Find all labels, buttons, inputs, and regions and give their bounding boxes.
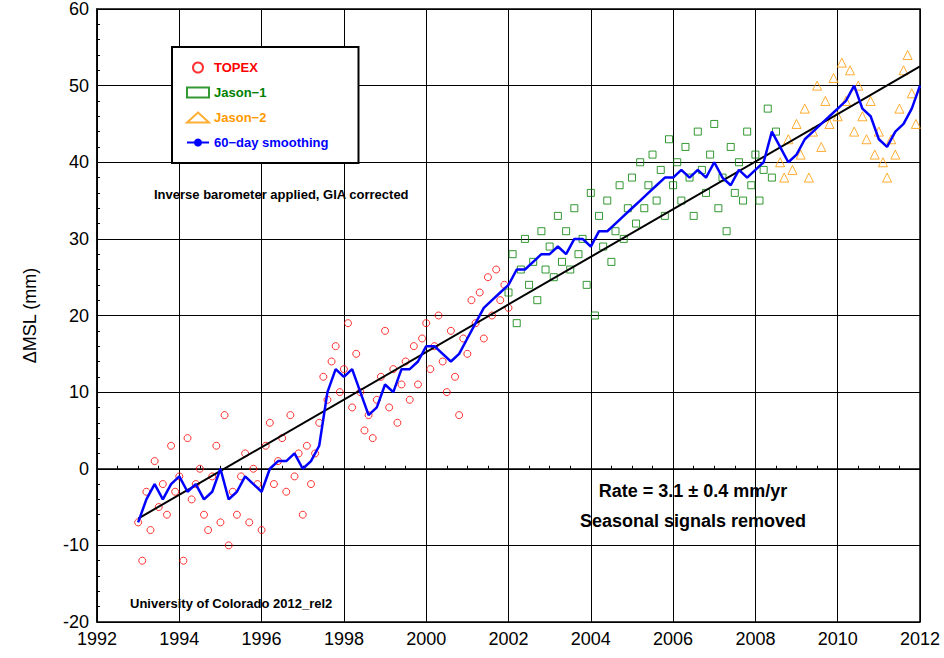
svg-text:1998: 1998	[324, 629, 364, 649]
svg-text:2008: 2008	[735, 629, 775, 649]
svg-text:2002: 2002	[488, 629, 528, 649]
svg-text:1992: 1992	[77, 629, 117, 649]
svg-text:Jason−1: Jason−1	[214, 85, 266, 100]
svg-text:0: 0	[79, 459, 89, 479]
svg-text:2006: 2006	[653, 629, 693, 649]
svg-text:ΔMSL (mm): ΔMSL (mm)	[20, 268, 40, 363]
svg-text:10: 10	[69, 382, 89, 402]
svg-text:40: 40	[69, 152, 89, 172]
svg-text:TOPEX: TOPEX	[214, 60, 258, 75]
svg-text:1994: 1994	[159, 629, 199, 649]
svg-text:2012: 2012	[900, 629, 940, 649]
svg-text:-20: -20	[63, 612, 89, 632]
svg-text:20: 20	[69, 306, 89, 326]
svg-text:1996: 1996	[242, 629, 282, 649]
svg-text:2004: 2004	[571, 629, 611, 649]
svg-text:30: 30	[69, 229, 89, 249]
svg-text:Rate = 3.1 ± 0.4 mm/yr: Rate = 3.1 ± 0.4 mm/yr	[599, 481, 787, 501]
svg-text:2000: 2000	[406, 629, 446, 649]
svg-text:50: 50	[69, 76, 89, 96]
svg-text:2010: 2010	[818, 629, 858, 649]
svg-text:-10: -10	[63, 535, 89, 555]
svg-text:University of Colorado 2012_re: University of Colorado 2012_rel2	[130, 596, 332, 611]
svg-text:Seasonal signals removed: Seasonal signals removed	[580, 511, 806, 531]
svg-text:60: 60	[69, 0, 89, 19]
svg-text:Jason−2: Jason−2	[214, 110, 266, 125]
svg-text:Inverse barometer applied, GIA: Inverse barometer applied, GIA corrected	[154, 187, 409, 202]
svg-text:60−day smoothing: 60−day smoothing	[214, 135, 329, 150]
